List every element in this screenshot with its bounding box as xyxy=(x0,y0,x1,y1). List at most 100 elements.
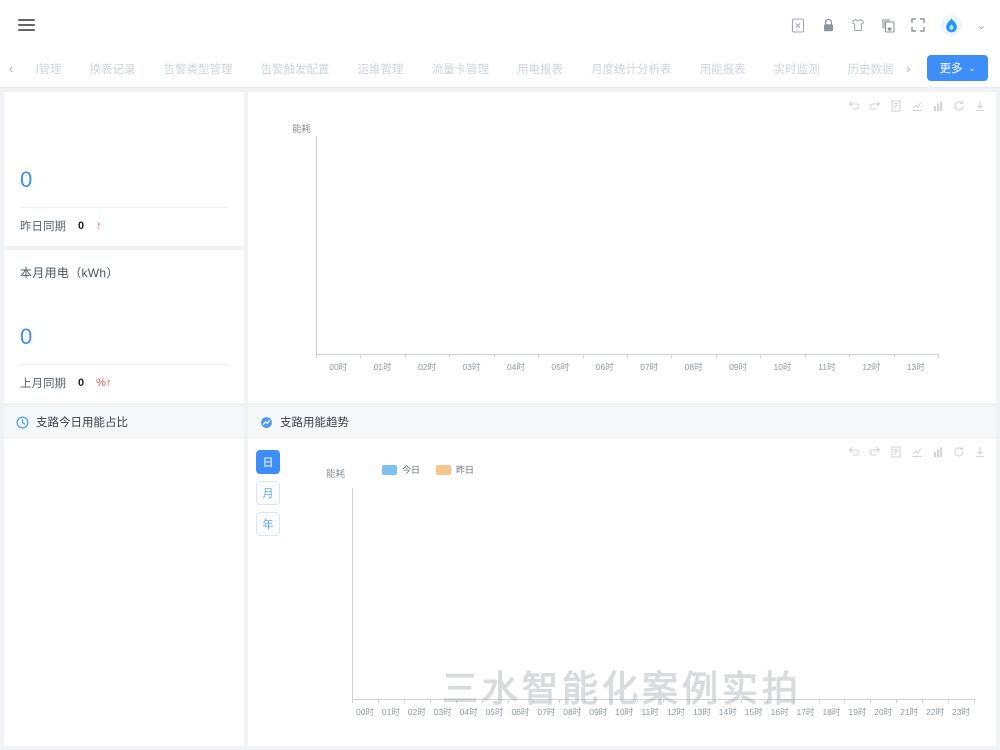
fullscreen-icon[interactable] xyxy=(911,17,926,33)
panel-header: 支路今日用能占比 xyxy=(4,407,244,438)
panel-title: 支路今日用能占比 xyxy=(36,417,128,429)
tab-item[interactable]: 换表记录 xyxy=(76,50,150,87)
data-view-icon[interactable] xyxy=(890,446,902,458)
chevron-down-icon: ⌄ xyxy=(968,62,976,73)
legend-label: 昨日 xyxy=(456,465,475,475)
tab-item[interactable]: 流量卡管理 xyxy=(418,50,504,87)
copy-document-icon[interactable] xyxy=(881,17,896,33)
x-axis-label: 08时 xyxy=(684,362,703,372)
period-button[interactable]: 月 xyxy=(256,481,280,505)
redo-icon[interactable] xyxy=(869,100,881,112)
tab-item[interactable]: 历史数据 xyxy=(834,50,898,87)
tab-item[interactable]: 告警触发配置 xyxy=(247,50,344,87)
line-switch-icon[interactable] xyxy=(911,100,923,112)
tab-item[interactable]: 运维管理 xyxy=(344,50,418,87)
hamburger-icon[interactable] xyxy=(14,15,39,35)
avatar[interactable] xyxy=(940,14,962,36)
legend-swatch xyxy=(436,464,452,475)
stat-compare-label: 上月同期 xyxy=(20,378,66,390)
axis-tick xyxy=(893,354,895,358)
lock-icon[interactable] xyxy=(821,17,836,33)
axis-tick xyxy=(760,354,762,358)
x-axis-label: 04时 xyxy=(506,362,525,372)
x-axis-label: 23时 xyxy=(952,707,971,717)
x-axis-label: 21时 xyxy=(900,707,919,717)
tab-label: 实时监测 xyxy=(773,63,820,76)
legend-label: 今日 xyxy=(402,465,421,475)
trend-up-icon: ↑ xyxy=(96,219,102,232)
download-icon[interactable] xyxy=(974,446,986,458)
axis-tick xyxy=(455,699,457,703)
line-switch-icon[interactable] xyxy=(911,446,923,458)
restore-icon[interactable] xyxy=(848,446,860,458)
top-icon-group: ⌄ xyxy=(791,14,986,36)
x-axis-label: 01时 xyxy=(381,707,400,717)
x-axis-label: 04时 xyxy=(459,707,478,717)
trend-up-icon: %↑ xyxy=(96,377,112,389)
stat-card-month: 本月用电（kWh） 0 上月同期 0 %↑ xyxy=(4,249,244,403)
tab-label: 用能报表 xyxy=(699,63,746,76)
axis-tick xyxy=(611,699,613,703)
panel-header: 支路用能趋势 xyxy=(248,407,996,438)
tab-item[interactable]: 告警类型管理 xyxy=(150,50,247,87)
axis-tick xyxy=(938,354,939,358)
download-icon[interactable] xyxy=(974,100,986,112)
restore-icon[interactable] xyxy=(848,100,860,112)
period-button[interactable]: 年 xyxy=(256,512,280,536)
legend-item[interactable]: 今日 xyxy=(382,463,420,476)
x-axis-label: 15时 xyxy=(744,707,763,717)
redo-icon[interactable] xyxy=(869,446,881,458)
x-axis-label: 03时 xyxy=(462,362,481,372)
axis-tick xyxy=(429,699,431,703)
tabs-prev-arrow[interactable]: ‹ xyxy=(8,61,14,76)
x-axis-label: 01时 xyxy=(373,362,392,372)
tabs-next-arrow[interactable]: › xyxy=(906,61,911,76)
axis-tick xyxy=(688,699,690,703)
stat-value: 0 xyxy=(20,166,33,192)
branch-share-panel: 支路今日用能占比 1层照明插座21层空调室内机4层空调室内机13层照明插座23层… xyxy=(4,407,244,746)
bar-switch-icon[interactable] xyxy=(932,100,944,112)
axis-tick xyxy=(804,354,806,358)
refresh-icon[interactable] xyxy=(953,100,965,112)
axis-tick xyxy=(715,354,717,358)
axis-tick xyxy=(559,699,561,703)
x-axis-label: 19时 xyxy=(848,707,867,717)
legend-item[interactable]: 昨日 xyxy=(436,463,474,476)
tab-item[interactable]: 月度统计分析表 xyxy=(577,50,686,87)
tab-label: 运维管理 xyxy=(357,63,404,76)
period-button[interactable]: 日 xyxy=(256,450,280,474)
x-axis-label: 13时 xyxy=(692,707,711,717)
trend-body-wrap: 日月年 能耗 今日 昨日 00时 01时 02时 03时 04时 05时 06时 07时 08时 0… xyxy=(248,438,996,746)
x-axis-label: 10时 xyxy=(773,362,792,372)
tab-label: 换表记录 xyxy=(89,63,136,76)
x-axis-label: 12时 xyxy=(862,362,881,372)
x-axis-label: 11时 xyxy=(641,707,659,717)
axis-tick xyxy=(948,699,950,703)
x-axis-label: 00时 xyxy=(355,707,374,717)
x-axis-label: 05时 xyxy=(485,707,504,717)
tab-label: 月度统计分析表 xyxy=(591,63,672,76)
axis-tick xyxy=(671,354,673,358)
notes-icon[interactable] xyxy=(791,17,806,33)
tab-item[interactable]: 用能报表 xyxy=(686,50,760,87)
axis-tick xyxy=(714,699,716,703)
top-row: 0 昨日同期 0 ↑ 本月用电（kWh） 0 上月同期 0 %↑ 能耗 0 xyxy=(4,92,996,403)
axis-tick xyxy=(582,354,584,358)
hamburger-bar xyxy=(18,29,35,31)
stat-compare: 昨日同期 0 ↑ xyxy=(20,206,228,246)
data-view-icon[interactable] xyxy=(890,100,902,112)
theme-shirt-icon[interactable] xyxy=(851,17,866,33)
user-chevron-down-icon[interactable]: ⌄ xyxy=(976,19,986,32)
bar-switch-icon[interactable] xyxy=(932,446,944,458)
x-axis-label: 17时 xyxy=(796,707,815,717)
axis-tick xyxy=(627,354,628,358)
refresh-icon[interactable] xyxy=(953,446,965,458)
x-axis-label: 03时 xyxy=(433,707,452,717)
x-axis-label: 10时 xyxy=(615,707,634,717)
stat-compare-value: 0 xyxy=(78,219,85,232)
tab-item[interactable]: 实时监测 xyxy=(760,50,834,87)
tab-item[interactable]: l管理 xyxy=(22,50,76,87)
more-button[interactable]: 更多 ⌄ xyxy=(927,55,988,81)
hourly-energy-chart: 能耗 00时 01时 02时 03时 04时 05时 06时 07时 08时 09时 10时 11时 1… xyxy=(248,92,996,403)
tab-item[interactable]: 用电报表 xyxy=(503,50,577,87)
